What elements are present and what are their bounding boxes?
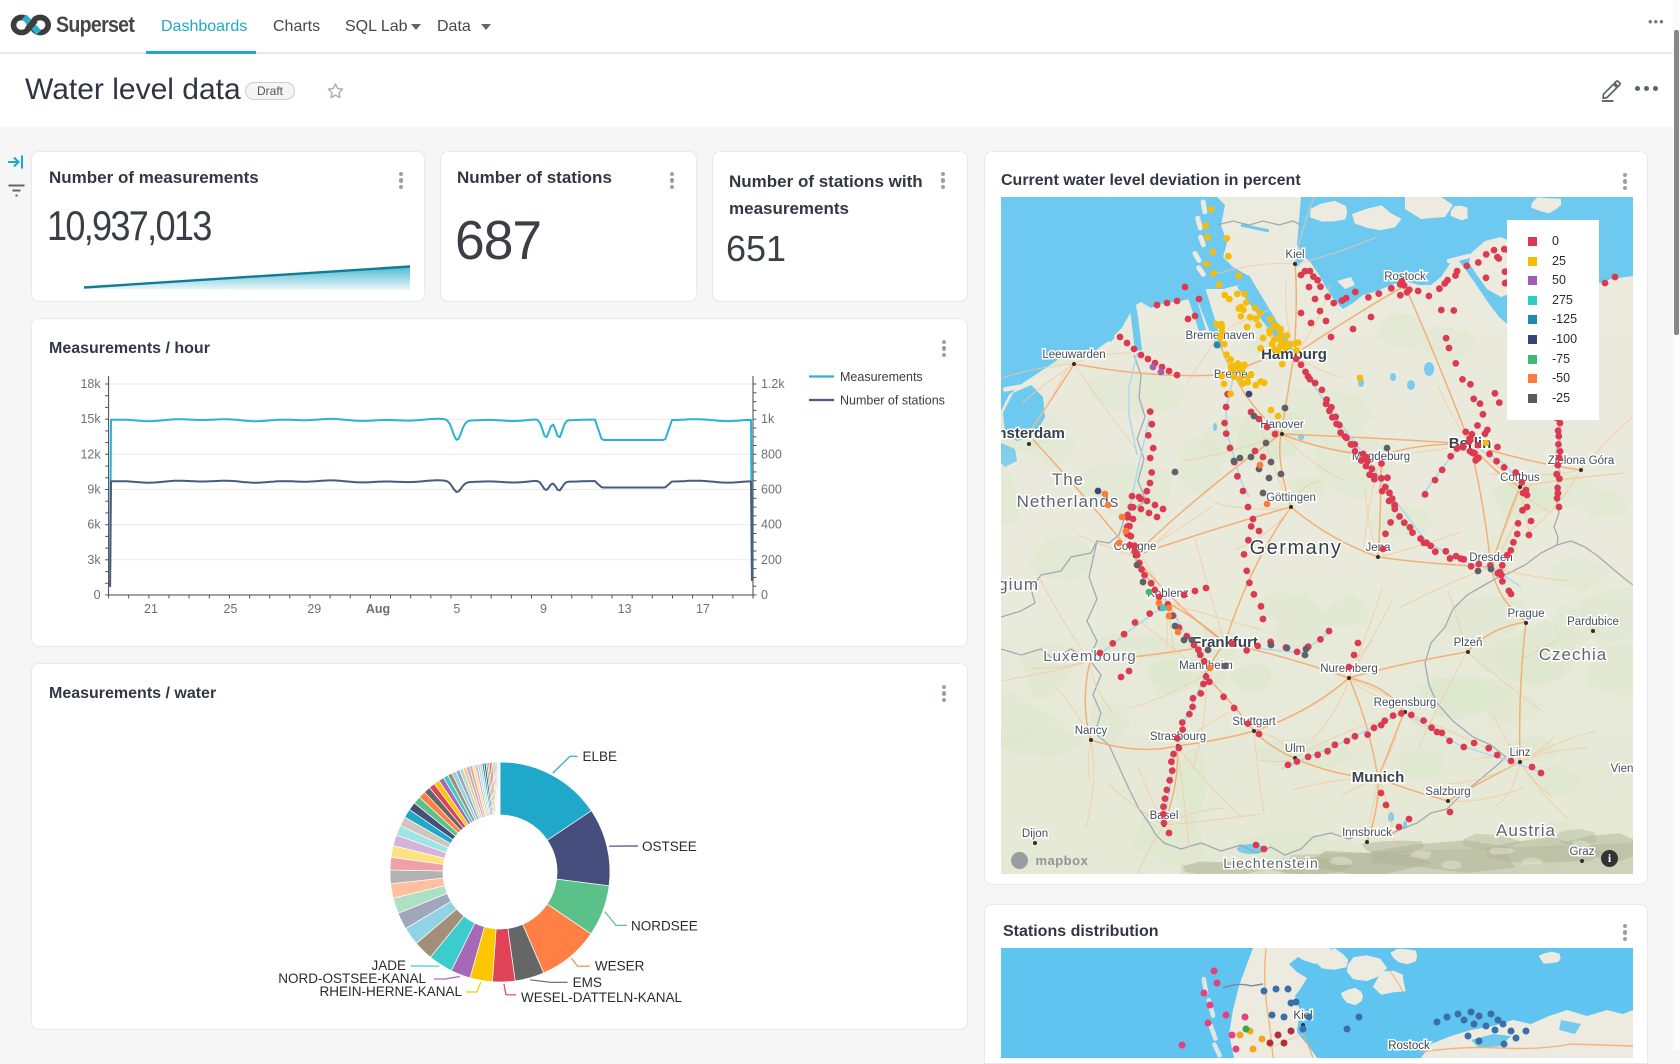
svg-text:0: 0: [761, 588, 768, 602]
svg-text:Zielona Góra: Zielona Góra: [1548, 455, 1615, 467]
svg-text:Measurements: Measurements: [840, 370, 923, 384]
svg-text:Liechtenstein: Liechtenstein: [1223, 855, 1319, 871]
svg-text:Hanover: Hanover: [1260, 419, 1304, 431]
svg-text:JADE: JADE: [371, 958, 406, 973]
svg-text:13: 13: [618, 602, 632, 616]
svg-text:Innsbruck: Innsbruck: [1342, 827, 1392, 839]
svg-text:Aug: Aug: [366, 602, 390, 616]
svg-text:Göttingen: Göttingen: [1266, 492, 1316, 504]
svg-text:Plzeň: Plzeň: [1454, 637, 1483, 649]
svg-text:Graz: Graz: [1570, 846, 1595, 858]
svg-text:Germany: Germany: [1250, 537, 1343, 559]
svg-text:OSTSEE: OSTSEE: [642, 839, 697, 854]
svg-text:21: 21: [144, 602, 158, 616]
svg-text:Ulm: Ulm: [1285, 743, 1305, 755]
svg-text:Jena: Jena: [1366, 542, 1392, 554]
svg-text:Rostock: Rostock: [1384, 271, 1426, 283]
svg-text:Regensburg: Regensburg: [1374, 697, 1437, 709]
svg-text:25: 25: [224, 602, 238, 616]
svg-text:29: 29: [307, 602, 321, 616]
svg-text:The: The: [1052, 470, 1084, 489]
svg-text:Prague: Prague: [1507, 608, 1544, 620]
svg-text:3k: 3k: [87, 553, 101, 567]
svg-text:elgium: elgium: [1001, 575, 1039, 594]
svg-text:800: 800: [761, 447, 782, 461]
svg-text:5: 5: [453, 602, 460, 616]
svg-text:17: 17: [696, 602, 710, 616]
svg-text:Vien: Vien: [1611, 763, 1633, 775]
svg-text:Kiel: Kiel: [1285, 249, 1304, 261]
svg-text:Leeuwarden: Leeuwarden: [1042, 349, 1105, 361]
svg-text:Linz: Linz: [1509, 747, 1530, 759]
svg-text:Dijon: Dijon: [1022, 828, 1048, 840]
svg-text:Austria: Austria: [1496, 821, 1556, 840]
svg-text:Luxembourg: Luxembourg: [1043, 648, 1136, 665]
svg-text:Mannheim: Mannheim: [1179, 660, 1233, 672]
svg-text:ELBE: ELBE: [583, 749, 618, 764]
svg-text:6k: 6k: [87, 518, 101, 532]
svg-text:NORD-OSTSEE-KANAL: NORD-OSTSEE-KANAL: [278, 971, 426, 986]
svg-text:9k: 9k: [87, 483, 101, 497]
svg-text:600: 600: [761, 483, 782, 497]
svg-text:1k: 1k: [761, 412, 775, 426]
svg-text:WESER: WESER: [595, 959, 645, 974]
svg-text:Number of stations: Number of stations: [840, 393, 945, 407]
svg-text:Netherlands: Netherlands: [1017, 492, 1120, 511]
svg-text:Nancy: Nancy: [1075, 725, 1108, 737]
svg-text:Pardubice: Pardubice: [1567, 616, 1619, 628]
svg-text:Salzburg: Salzburg: [1425, 786, 1470, 798]
svg-text:400: 400: [761, 518, 782, 532]
svg-text:EMS: EMS: [573, 975, 602, 990]
svg-text:msterdam: msterdam: [1001, 425, 1065, 442]
svg-text:Munich: Munich: [1352, 769, 1405, 786]
svg-text:0: 0: [94, 588, 101, 602]
svg-text:1.2k: 1.2k: [761, 377, 785, 391]
svg-text:18k: 18k: [80, 377, 101, 391]
svg-text:12k: 12k: [80, 447, 101, 461]
svg-text:NORDSEE: NORDSEE: [631, 918, 698, 933]
svg-text:RHEIN-HERNE-KANAL: RHEIN-HERNE-KANAL: [319, 984, 462, 999]
svg-text:Cottbus: Cottbus: [1500, 472, 1540, 484]
svg-text:Rostock: Rostock: [1388, 1040, 1430, 1052]
svg-text:15k: 15k: [80, 412, 101, 426]
svg-text:WESEL-DATTELN-KANAL: WESEL-DATTELN-KANAL: [521, 990, 683, 1005]
svg-text:200: 200: [761, 553, 782, 567]
svg-text:Czechia: Czechia: [1539, 645, 1607, 664]
svg-text:9: 9: [540, 602, 547, 616]
svg-text:Stuttgart: Stuttgart: [1232, 716, 1276, 728]
